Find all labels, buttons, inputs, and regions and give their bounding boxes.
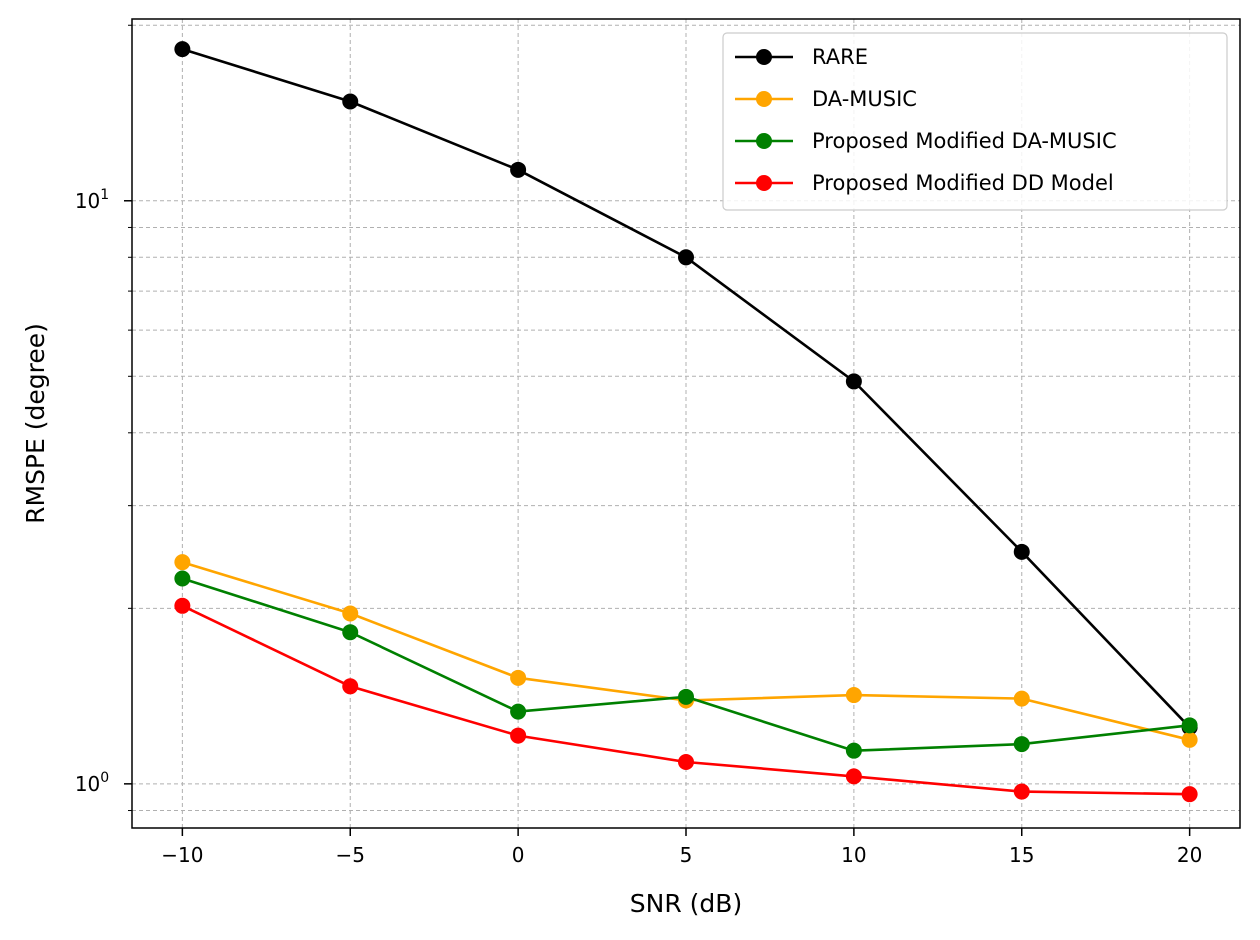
data-point <box>845 373 862 390</box>
data-point <box>1013 783 1030 800</box>
axis-ticks: −10 −5 0 5 10 15 20 100 101 <box>75 24 1202 867</box>
legend-swatch-marker <box>756 133 772 149</box>
legend-entry: Proposed Modified DD Model <box>812 171 1114 195</box>
data-point <box>342 93 359 110</box>
data-point <box>1013 736 1030 753</box>
y-axis-label: RMSPE (degree) <box>21 323 50 524</box>
legend-entry: Proposed Modified DA-MUSIC <box>812 129 1117 153</box>
x-tick-label: 0 <box>512 843 525 867</box>
data-point <box>510 669 527 686</box>
legend-swatch-marker <box>756 91 772 107</box>
legend-entry: DA-MUSIC <box>812 87 917 111</box>
data-point <box>1013 690 1030 707</box>
legend: RARE DA-MUSIC Proposed Modified DA-MUSIC Pr… <box>722 32 1228 211</box>
data-point <box>174 554 191 571</box>
data-point <box>510 703 527 720</box>
data-point <box>845 768 862 785</box>
data-point <box>845 742 862 759</box>
x-tick-label: 20 <box>1177 843 1202 867</box>
x-tick-label: −10 <box>161 843 203 867</box>
legend-box <box>722 32 1228 211</box>
x-tick-label: 15 <box>1009 843 1034 867</box>
x-tick-label: −5 <box>336 843 365 867</box>
x-tick-label: 5 <box>680 843 693 867</box>
legend-swatch-marker <box>756 175 772 191</box>
data-point <box>342 624 359 641</box>
legend-entry: RARE <box>812 45 868 69</box>
data-point <box>1013 543 1030 560</box>
data-point <box>678 754 694 771</box>
data-point <box>174 570 191 587</box>
data-point <box>342 678 359 695</box>
series-layer <box>174 41 1198 803</box>
series-2 <box>174 570 1198 759</box>
data-point <box>174 597 191 614</box>
data-point <box>845 687 862 704</box>
legend-swatch-marker <box>756 49 772 65</box>
data-point <box>678 249 694 266</box>
y-tick-label: 100 <box>75 770 109 796</box>
y-tick-label: 101 <box>75 187 109 213</box>
data-point <box>1181 731 1198 748</box>
x-axis-label: SNR (dB) <box>630 889 742 918</box>
series-3 <box>174 597 1198 803</box>
data-point <box>1181 786 1198 803</box>
data-point <box>510 727 527 744</box>
data-point <box>342 605 359 622</box>
x-tick-label: 10 <box>841 843 866 867</box>
data-point <box>1181 717 1198 734</box>
data-point <box>510 161 527 178</box>
data-point <box>174 41 191 58</box>
data-point <box>678 688 694 705</box>
